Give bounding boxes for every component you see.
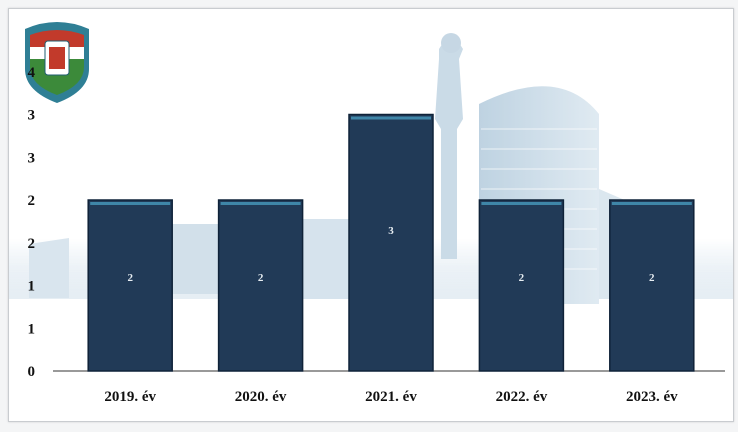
- bar-data-label: 2: [649, 272, 655, 284]
- bar: [219, 200, 303, 371]
- bar-highlight: [221, 202, 301, 205]
- y-tick-label: 3: [28, 150, 36, 166]
- x-tick-label: 2021. év: [365, 389, 417, 405]
- x-tick-label: 2022. év: [496, 389, 548, 405]
- x-axis: 2019. év 2020. év 2021. év 2022. év 2023. év: [104, 389, 678, 405]
- x-tick-label: 2019. év: [104, 389, 156, 405]
- bar-data-label: 2: [519, 272, 525, 284]
- y-tick-label: 1: [28, 321, 36, 337]
- bar-data-label: 2: [127, 272, 133, 284]
- y-tick-label: 2: [28, 193, 36, 209]
- bar-data-label: 2: [258, 272, 264, 284]
- bar: [349, 115, 433, 372]
- x-tick-label: 2020. év: [235, 389, 287, 405]
- bar-highlight: [481, 202, 561, 205]
- bar: [610, 200, 694, 371]
- bar-highlight: [612, 202, 692, 205]
- y-tick-label: 4: [28, 65, 36, 81]
- bar: [88, 200, 172, 371]
- bar-highlight: [90, 202, 170, 205]
- y-tick-label: 0: [28, 364, 36, 380]
- bar-highlight: [351, 117, 431, 120]
- x-tick-label: 2023. év: [626, 389, 678, 405]
- shield-logo: [25, 22, 89, 103]
- y-tick-label: 1: [28, 279, 36, 295]
- y-tick-label: 3: [28, 108, 36, 124]
- y-tick-label: 2: [28, 236, 36, 252]
- y-axis: 0 1 1 2 2 3 3 4: [28, 65, 36, 380]
- bar-data-label: 3: [388, 225, 394, 237]
- bar: [479, 200, 563, 371]
